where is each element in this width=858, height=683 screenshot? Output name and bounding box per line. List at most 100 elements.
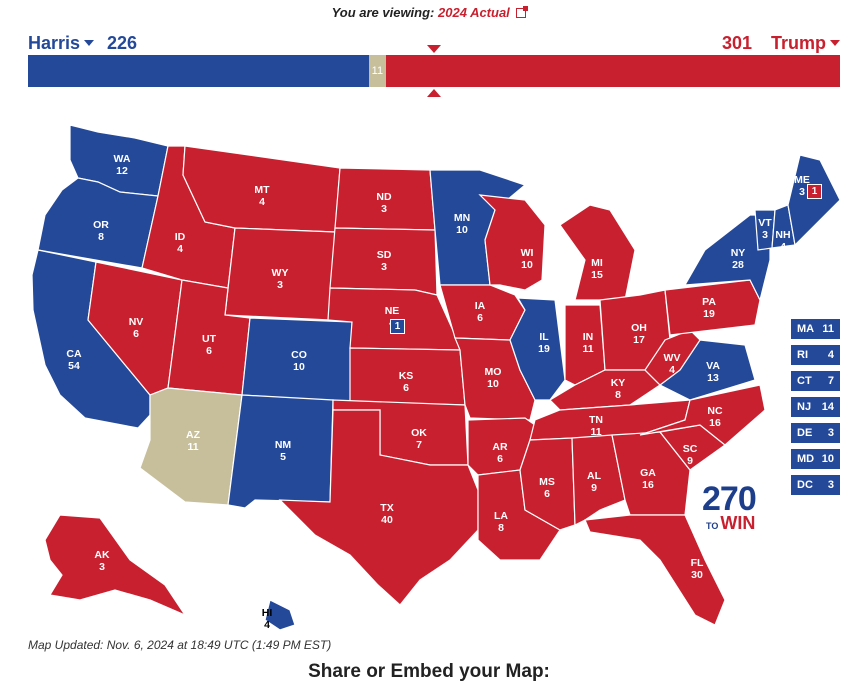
small-state-de[interactable]: DE 3	[791, 423, 840, 443]
state-abbr-tx: TX	[380, 502, 393, 514]
state-tx[interactable]	[278, 409, 479, 606]
state-abbr-mn: MN	[454, 212, 470, 224]
state-wv[interactable]	[644, 329, 701, 386]
state-abbr-co: CO	[291, 349, 307, 361]
state-abbr-ks: KS	[399, 370, 414, 382]
small-state-abbr: DC	[797, 479, 813, 491]
viewing-banner: You are viewing: 2024 Actual	[0, 5, 858, 20]
state-ev-ks: 6	[403, 382, 409, 394]
state-abbr-la: LA	[494, 510, 508, 522]
small-state-ev: 3	[827, 427, 834, 439]
state-abbr-ar: AR	[492, 441, 508, 453]
state-abbr-ia: IA	[475, 300, 486, 312]
270-marker-top-icon	[427, 45, 441, 53]
small-state-ev: 11	[822, 323, 834, 335]
state-ev-in: 11	[582, 343, 593, 355]
state-ev-az: 11	[187, 441, 198, 453]
state-ev-tx: 40	[381, 514, 393, 526]
share-embed-heading: Share or Embed your Map:	[308, 661, 550, 682]
state-ev-vt: 3	[762, 229, 768, 241]
small-state-ev: 3	[827, 479, 834, 491]
state-az[interactable]	[139, 387, 243, 506]
state-abbr-mo: MO	[485, 366, 502, 378]
state-ev-ny: 28	[732, 259, 744, 271]
viewing-prefix: You are viewing:	[331, 5, 435, 20]
state-abbr-wy: WY	[272, 267, 289, 279]
state-me[interactable]	[787, 154, 841, 247]
state-abbr-sc: SC	[683, 443, 698, 455]
state-nc[interactable]	[639, 384, 766, 446]
state-abbr-vt: VT	[758, 217, 772, 229]
small-state-ev: 10	[821, 453, 834, 465]
state-abbr-or: OR	[93, 219, 109, 231]
state-il[interactable]	[509, 297, 566, 401]
rep-candidate-name: Trump	[770, 33, 826, 53]
small-state-md[interactable]: MD 10	[791, 449, 840, 469]
state-abbr-mi: MI	[591, 257, 603, 269]
map-name-link[interactable]: 2024 Actual	[438, 5, 510, 20]
state-abbr-nv: NV	[129, 316, 144, 328]
rep-bar-segment	[385, 55, 840, 87]
state-ev-nm: 5	[280, 451, 286, 463]
state-abbr-wi: WI	[521, 247, 534, 259]
small-state-abbr: NJ	[797, 401, 812, 413]
small-state-abbr: MD	[797, 453, 815, 465]
state-ak[interactable]	[44, 514, 187, 617]
rep-ev-total: 301	[722, 33, 753, 53]
state-ev-tn: 11	[590, 426, 601, 438]
caret-down-icon	[84, 40, 95, 46]
small-state-ev: 7	[827, 375, 834, 387]
state-ev-hi: 4	[264, 619, 270, 631]
small-state-ma[interactable]: MA 11	[791, 319, 840, 339]
state-ev-ca: 54	[68, 360, 80, 372]
small-state-abbr: CT	[797, 375, 812, 387]
state-abbr-al: AL	[587, 470, 602, 482]
state-ev-mi: 15	[591, 269, 603, 281]
state-ev-fl: 30	[691, 569, 703, 581]
state-abbr-pa: PA	[702, 296, 716, 308]
state-ev-mn: 10	[456, 224, 468, 236]
state-ev-sd: 3	[381, 261, 387, 273]
state-abbr-va: VA	[706, 360, 720, 372]
external-link-icon[interactable]	[516, 6, 529, 18]
state-ev-wi: 10	[521, 259, 533, 271]
state-wi[interactable]	[478, 194, 546, 291]
state-hi[interactable]	[264, 599, 296, 631]
state-mi[interactable]	[559, 204, 636, 301]
logo-number: 270	[702, 480, 757, 518]
small-state-ev: 14	[821, 401, 834, 413]
state-abbr-nh: NH	[775, 229, 790, 241]
state-abbr-oh: OH	[631, 322, 647, 334]
state-abbr-ca: CA	[66, 348, 82, 360]
state-ev-ky: 8	[615, 389, 621, 401]
state-abbr-tn: TN	[589, 414, 603, 426]
small-state-dc[interactable]: DC 3	[791, 475, 840, 495]
state-abbr-fl: FL	[691, 557, 704, 569]
small-state-abbr: MA	[797, 323, 815, 335]
state-abbr-mt: MT	[254, 184, 270, 196]
dem-ev-total: 226	[107, 33, 138, 53]
270towin-logo[interactable]: 270 TO WIN	[702, 480, 757, 534]
state-abbr-ok: OK	[411, 427, 427, 439]
small-state-nj[interactable]: NJ 14	[791, 397, 840, 417]
state-abbr-wa: WA	[114, 153, 131, 165]
state-ev-il: 19	[538, 343, 550, 355]
state-ev-nh: 4	[780, 241, 786, 253]
state-abbr-in: IN	[583, 331, 594, 343]
state-ev-pa: 19	[703, 308, 715, 320]
state-fl[interactable]	[584, 514, 726, 626]
small-state-ri[interactable]: RI 4	[791, 345, 840, 365]
state-ev-or: 8	[98, 231, 104, 243]
state-ev-ms: 6	[544, 488, 550, 500]
ne-district-badge[interactable]: 1	[390, 319, 405, 334]
state-ev-nv: 6	[133, 328, 139, 340]
state-ev-mt: 4	[259, 196, 265, 208]
state-ev-nc: 16	[709, 417, 721, 429]
small-state-ct[interactable]: CT 7	[791, 371, 840, 391]
state-abbr-nm: NM	[275, 439, 292, 451]
dem-candidate-dropdown[interactable]: Harris	[28, 33, 95, 54]
rep-candidate-dropdown[interactable]: Trump	[771, 33, 840, 54]
state-ev-mo: 10	[487, 378, 499, 390]
state-ev-id: 4	[177, 243, 183, 255]
me-district-badge[interactable]: 1	[807, 184, 822, 199]
